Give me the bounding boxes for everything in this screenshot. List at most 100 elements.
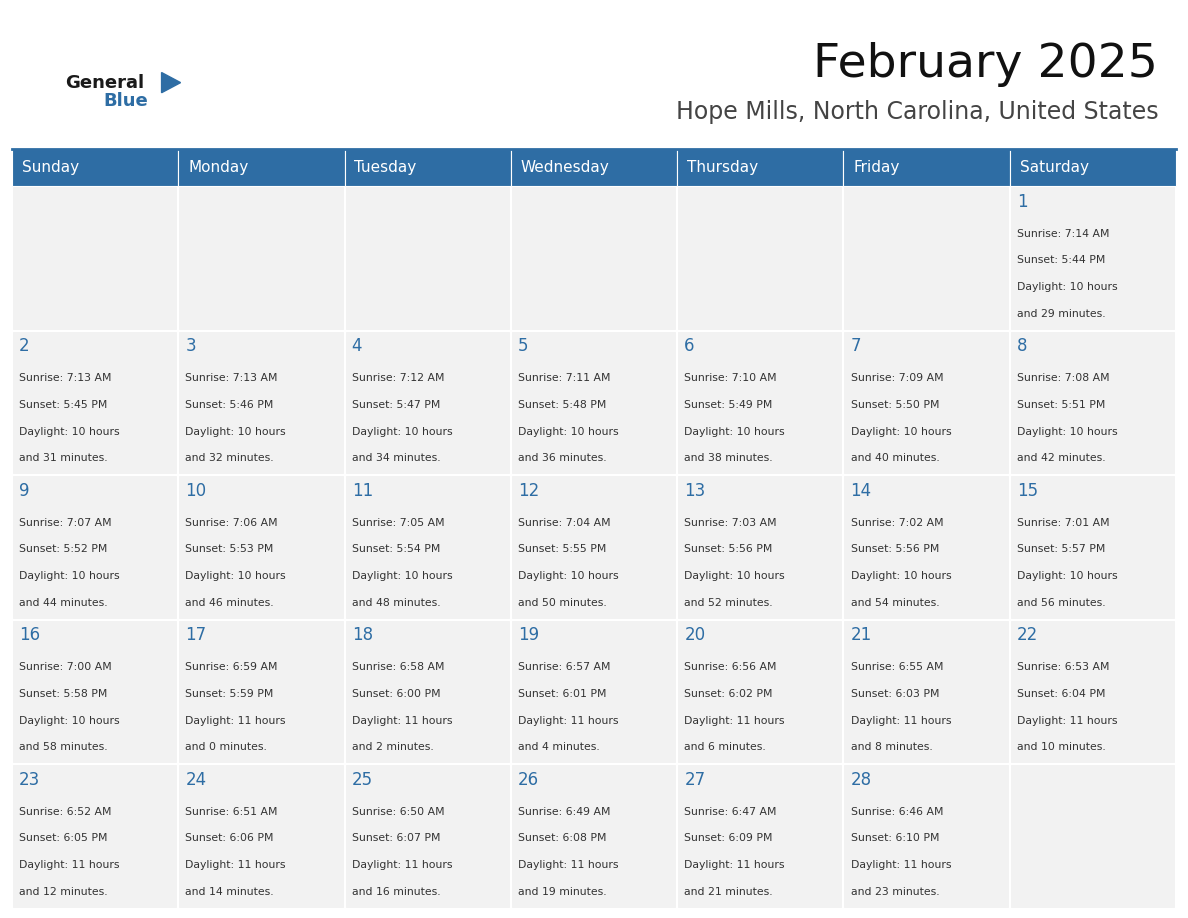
Text: and 42 minutes.: and 42 minutes. (1017, 453, 1106, 464)
Text: Hope Mills, North Carolina, United States: Hope Mills, North Carolina, United State… (676, 100, 1158, 124)
Text: Sunrise: 7:08 AM: Sunrise: 7:08 AM (1017, 373, 1110, 383)
Text: Daylight: 10 hours: Daylight: 10 hours (19, 571, 120, 581)
Text: Sunset: 6:03 PM: Sunset: 6:03 PM (851, 688, 939, 699)
Text: Daylight: 10 hours: Daylight: 10 hours (518, 427, 619, 437)
Text: Daylight: 11 hours: Daylight: 11 hours (851, 860, 952, 870)
Text: 8: 8 (1017, 337, 1028, 355)
Text: and 46 minutes.: and 46 minutes. (185, 598, 274, 608)
Bar (677, 476, 843, 620)
Text: Sunrise: 7:06 AM: Sunrise: 7:06 AM (185, 518, 278, 528)
Text: Blue: Blue (103, 92, 148, 110)
Text: Sunset: 5:48 PM: Sunset: 5:48 PM (518, 400, 606, 409)
Text: 2: 2 (19, 337, 30, 355)
Text: Sunrise: 7:10 AM: Sunrise: 7:10 AM (684, 373, 777, 383)
Text: 27: 27 (684, 771, 706, 789)
Text: Sunrise: 7:00 AM: Sunrise: 7:00 AM (19, 662, 112, 672)
Text: Sunset: 5:51 PM: Sunset: 5:51 PM (1017, 400, 1105, 409)
Text: and 50 minutes.: and 50 minutes. (518, 598, 607, 608)
Text: Sunday: Sunday (21, 160, 78, 175)
Text: and 58 minutes.: and 58 minutes. (19, 743, 108, 752)
Bar (345, 330, 511, 476)
Text: Sunset: 5:52 PM: Sunset: 5:52 PM (19, 544, 107, 554)
Text: 16: 16 (19, 626, 40, 644)
Text: and 14 minutes.: and 14 minutes. (185, 887, 274, 897)
Bar (1010, 765, 1176, 909)
Bar (1010, 476, 1176, 620)
Bar (178, 620, 345, 765)
Text: and 44 minutes.: and 44 minutes. (19, 598, 108, 608)
Text: Sunset: 6:05 PM: Sunset: 6:05 PM (19, 834, 107, 844)
Text: Daylight: 11 hours: Daylight: 11 hours (352, 860, 453, 870)
Bar (178, 330, 345, 476)
Bar (843, 476, 1010, 620)
Text: Daylight: 11 hours: Daylight: 11 hours (185, 715, 286, 725)
Text: Sunset: 6:07 PM: Sunset: 6:07 PM (352, 834, 440, 844)
Text: Sunset: 5:59 PM: Sunset: 5:59 PM (185, 688, 273, 699)
Text: and 10 minutes.: and 10 minutes. (1017, 743, 1106, 752)
Text: Sunset: 5:50 PM: Sunset: 5:50 PM (851, 400, 939, 409)
Text: 20: 20 (684, 626, 706, 644)
Text: Sunset: 5:46 PM: Sunset: 5:46 PM (185, 400, 273, 409)
Text: Sunset: 6:10 PM: Sunset: 6:10 PM (851, 834, 939, 844)
Text: Sunset: 6:01 PM: Sunset: 6:01 PM (518, 688, 606, 699)
Text: Sunrise: 7:01 AM: Sunrise: 7:01 AM (1017, 518, 1110, 528)
Bar (345, 765, 511, 909)
Text: Sunset: 5:56 PM: Sunset: 5:56 PM (851, 544, 939, 554)
Text: 18: 18 (352, 626, 373, 644)
Text: Sunrise: 7:02 AM: Sunrise: 7:02 AM (851, 518, 943, 528)
Text: Sunset: 5:57 PM: Sunset: 5:57 PM (1017, 544, 1105, 554)
Text: Daylight: 10 hours: Daylight: 10 hours (1017, 571, 1118, 581)
Text: Daylight: 11 hours: Daylight: 11 hours (518, 860, 619, 870)
Text: and 6 minutes.: and 6 minutes. (684, 743, 766, 752)
Bar (345, 186, 511, 330)
Text: February 2025: February 2025 (814, 41, 1158, 87)
Bar (178, 476, 345, 620)
Text: Daylight: 11 hours: Daylight: 11 hours (19, 860, 120, 870)
Text: Sunset: 5:54 PM: Sunset: 5:54 PM (352, 544, 440, 554)
Text: Sunrise: 6:57 AM: Sunrise: 6:57 AM (518, 662, 611, 672)
Text: Daylight: 10 hours: Daylight: 10 hours (19, 427, 120, 437)
Text: Sunrise: 6:51 AM: Sunrise: 6:51 AM (185, 807, 278, 816)
Text: Sunrise: 6:47 AM: Sunrise: 6:47 AM (684, 807, 777, 816)
Text: Daylight: 10 hours: Daylight: 10 hours (684, 427, 785, 437)
Text: Sunrise: 6:52 AM: Sunrise: 6:52 AM (19, 807, 112, 816)
Text: Daylight: 10 hours: Daylight: 10 hours (1017, 427, 1118, 437)
Text: Daylight: 10 hours: Daylight: 10 hours (185, 571, 286, 581)
Text: and 0 minutes.: and 0 minutes. (185, 743, 267, 752)
Bar (12, 149, 178, 186)
Text: and 29 minutes.: and 29 minutes. (1017, 308, 1106, 319)
Text: Wednesday: Wednesday (520, 160, 609, 175)
Bar (843, 186, 1010, 330)
Text: Sunrise: 6:49 AM: Sunrise: 6:49 AM (518, 807, 611, 816)
Bar (12, 765, 178, 909)
Polygon shape (162, 73, 181, 93)
Text: Sunrise: 7:11 AM: Sunrise: 7:11 AM (518, 373, 611, 383)
Text: Sunrise: 7:12 AM: Sunrise: 7:12 AM (352, 373, 444, 383)
Bar (1010, 149, 1176, 186)
Bar (843, 330, 1010, 476)
Text: 21: 21 (851, 626, 872, 644)
Bar (511, 186, 677, 330)
Bar (178, 186, 345, 330)
Bar (345, 149, 511, 186)
Text: Sunset: 6:00 PM: Sunset: 6:00 PM (352, 688, 441, 699)
Text: Sunset: 5:47 PM: Sunset: 5:47 PM (352, 400, 440, 409)
Text: Sunset: 5:45 PM: Sunset: 5:45 PM (19, 400, 107, 409)
Text: Sunrise: 7:07 AM: Sunrise: 7:07 AM (19, 518, 112, 528)
Text: and 36 minutes.: and 36 minutes. (518, 453, 607, 464)
Text: Sunrise: 6:53 AM: Sunrise: 6:53 AM (1017, 662, 1110, 672)
Text: Sunset: 6:06 PM: Sunset: 6:06 PM (185, 834, 273, 844)
Text: Daylight: 10 hours: Daylight: 10 hours (851, 427, 952, 437)
Text: Daylight: 11 hours: Daylight: 11 hours (1017, 715, 1118, 725)
Text: 10: 10 (185, 482, 207, 499)
Text: 12: 12 (518, 482, 539, 499)
Text: Sunrise: 6:59 AM: Sunrise: 6:59 AM (185, 662, 278, 672)
Text: Daylight: 10 hours: Daylight: 10 hours (19, 715, 120, 725)
Text: Daylight: 11 hours: Daylight: 11 hours (851, 715, 952, 725)
Text: Sunset: 6:02 PM: Sunset: 6:02 PM (684, 688, 772, 699)
Text: 3: 3 (185, 337, 196, 355)
Text: 15: 15 (1017, 482, 1038, 499)
Text: Sunset: 5:53 PM: Sunset: 5:53 PM (185, 544, 273, 554)
Bar (1010, 330, 1176, 476)
Text: Monday: Monday (188, 160, 248, 175)
